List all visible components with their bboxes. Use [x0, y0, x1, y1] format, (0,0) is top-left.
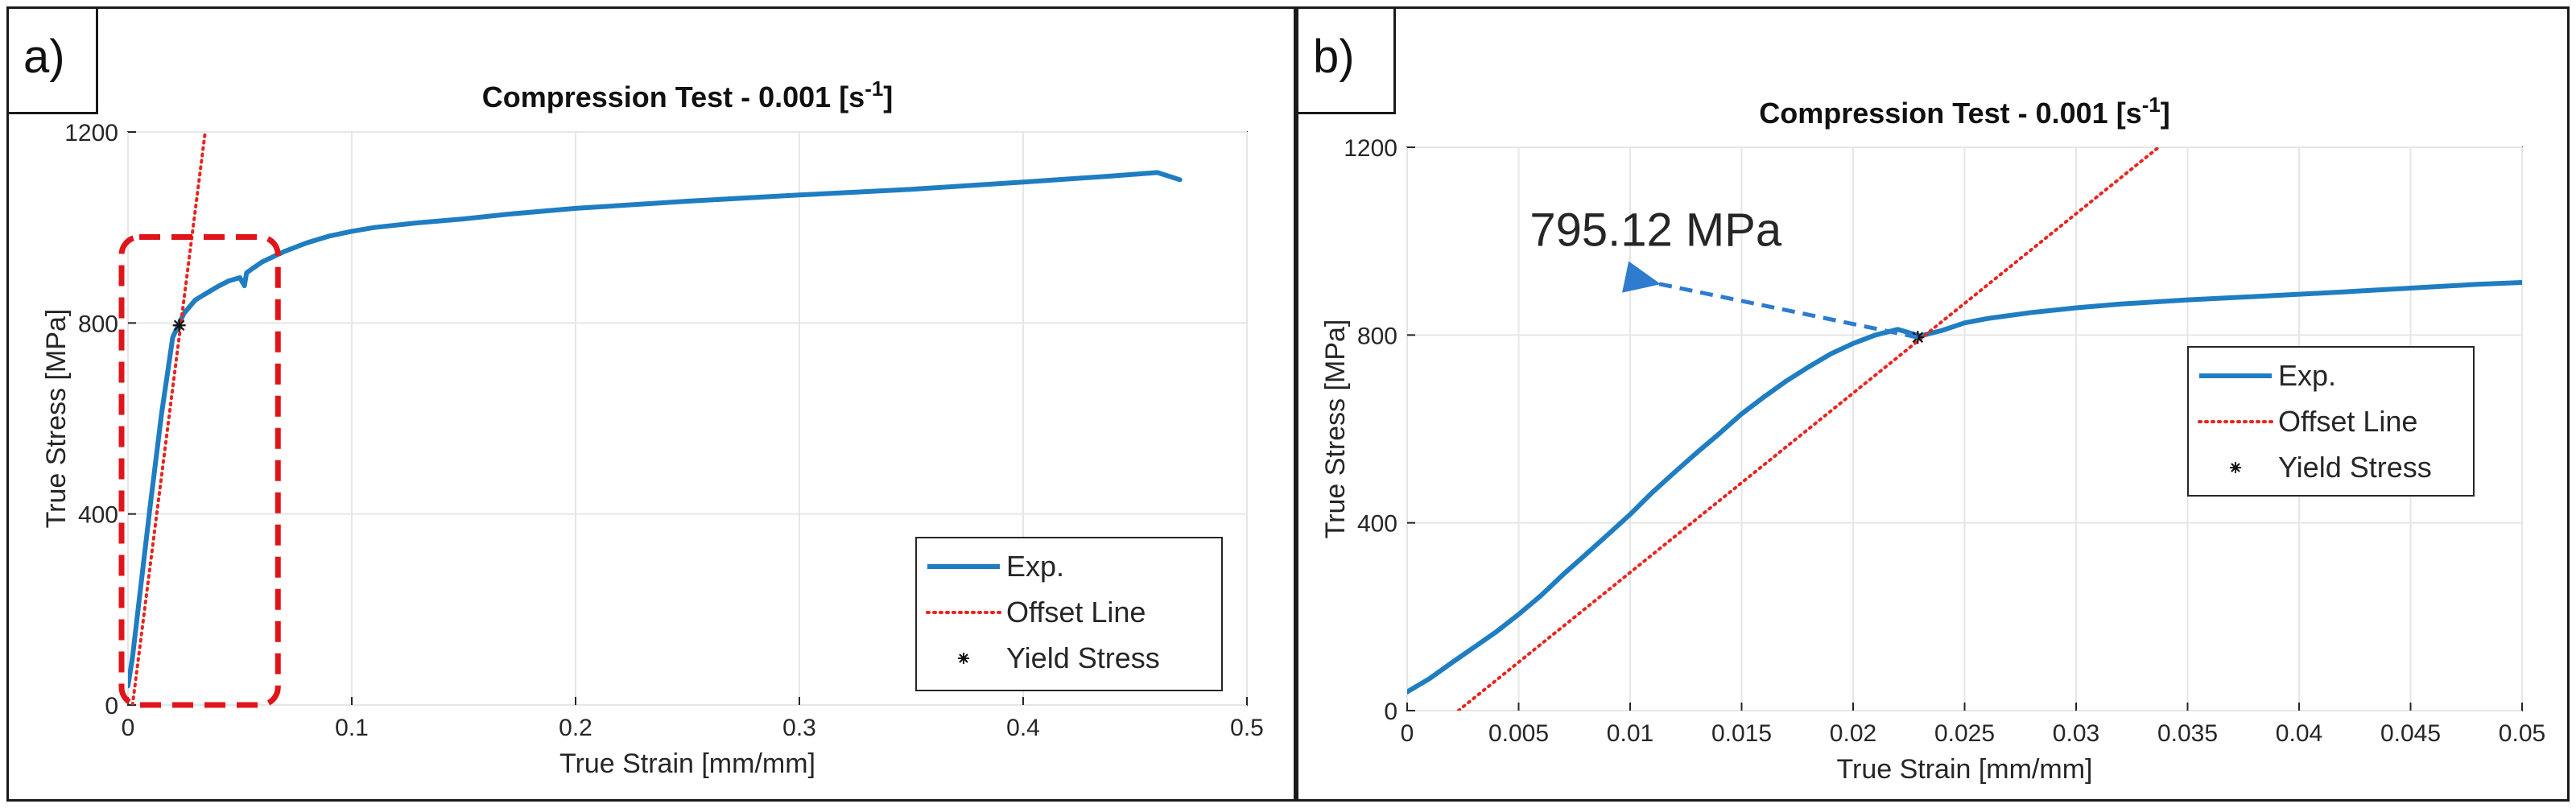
y-axis-label: True Stress [MPa]	[41, 309, 72, 529]
x-axis-label: True Strain [mm/mm]	[559, 748, 815, 779]
plot-data-group	[1407, 147, 2522, 711]
x-axis-label: True Strain [mm/mm]	[1837, 754, 2093, 785]
x-tick-label: 0.05	[2499, 720, 2545, 747]
panel-a: a) 0 0.1 0.2 0.3 0.4 0.5 0 400 800 1200 True Strai…	[6, 6, 1296, 802]
legend-swatch-yield	[958, 653, 969, 664]
legend-label: Yield Stress	[1006, 641, 1160, 674]
yield-marker-stroke	[1912, 332, 1924, 343]
y-tick-label: 0	[105, 693, 118, 719]
legend-label: Offset Line	[2278, 405, 2417, 438]
panel-label-a: a)	[9, 9, 98, 114]
x-tick-label: 0.035	[2157, 720, 2218, 747]
chart-title-suffix: ]	[2161, 97, 2170, 130]
x-tick-label: 0	[122, 715, 135, 741]
yield-stress-marker	[172, 319, 186, 332]
chart-a: 0 0.1 0.2 0.3 0.4 0.5 0 400 800 1200 True Strain […	[41, 78, 1264, 779]
chart-title: Compression Test - 0.001 [s-1]	[482, 78, 894, 113]
exp-curve	[128, 170, 1183, 689]
chart-b: 0 0.005 0.01 0.015 0.02 0.025 0.03 0.035 0.04 0.0…	[1320, 94, 2545, 785]
offset-line	[1456, 147, 2161, 711]
x-tick-label: 0.02	[1830, 720, 1876, 747]
y-tick-label: 1200	[64, 120, 118, 146]
annotation-arrow	[1622, 261, 1918, 340]
legend-yield-stroke	[959, 653, 968, 663]
x-tick-label: 0.01	[1607, 720, 1653, 747]
panel-label-a-text: a)	[23, 31, 65, 83]
legend-yield-stroke	[2231, 463, 2240, 472]
legend-label: Exp.	[1006, 550, 1064, 583]
chart-title-main: Compression Test - 0.001 [s	[482, 80, 865, 113]
panel-label-b-text: b)	[1313, 31, 1355, 83]
x-tick-label: 0.03	[2053, 720, 2099, 747]
x-tick-label: 0.1	[335, 715, 369, 741]
legend-label: Offset Line	[1006, 596, 1146, 629]
x-tick-label: 0.015	[1711, 720, 1772, 747]
x-tick-label: 0	[1401, 720, 1414, 747]
x-tick-label: 0.025	[1934, 720, 1995, 747]
annotation-label: 795.12 MPa	[1530, 204, 1782, 257]
y-tick-label: 800	[78, 311, 118, 337]
highlight-box	[118, 234, 281, 708]
legend-label: Yield Stress	[2278, 451, 2432, 484]
exp-curve	[1407, 280, 2522, 695]
panel-label-b: b)	[1298, 9, 1396, 114]
offset-line	[130, 132, 207, 705]
y-tick-label: 400	[1357, 511, 1397, 538]
x-tick-label: 0.005	[1488, 720, 1549, 747]
y-tick-label: 800	[1357, 323, 1397, 349]
legend-label: Exp.	[2278, 359, 2336, 392]
x-tick-label: 0.4	[1006, 715, 1040, 741]
chart-title-superscript: -1	[2142, 94, 2161, 117]
yield-marker-stroke	[173, 319, 185, 332]
chart-title-suffix: ]	[883, 80, 893, 113]
y-tick-label: 400	[78, 502, 118, 529]
x-tick-label: 0.5	[1230, 715, 1264, 741]
plot-data-group	[128, 132, 1183, 705]
legend-swatch-yield	[2230, 462, 2241, 473]
panel-b: b) 0 0.005 0.01 0.015 0.02 0.025 0.03 0.035 0.04…	[1296, 6, 2570, 802]
y-axis-label: True Stress [MPa]	[1320, 319, 1351, 539]
x-tick-label: 0.2	[559, 715, 592, 741]
y-tick-label: 0	[1384, 699, 1397, 725]
chart-title: Compression Test - 0.001 [s-1]	[1759, 94, 2170, 130]
x-tick-label: 0.04	[2276, 720, 2322, 747]
chart-title-main: Compression Test - 0.001 [s	[1759, 97, 2142, 130]
chart-title-superscript: -1	[865, 78, 883, 101]
y-tick-label: 1200	[1344, 135, 1397, 162]
x-tick-label: 0.045	[2380, 720, 2441, 747]
x-tick-label: 0.3	[782, 715, 816, 741]
